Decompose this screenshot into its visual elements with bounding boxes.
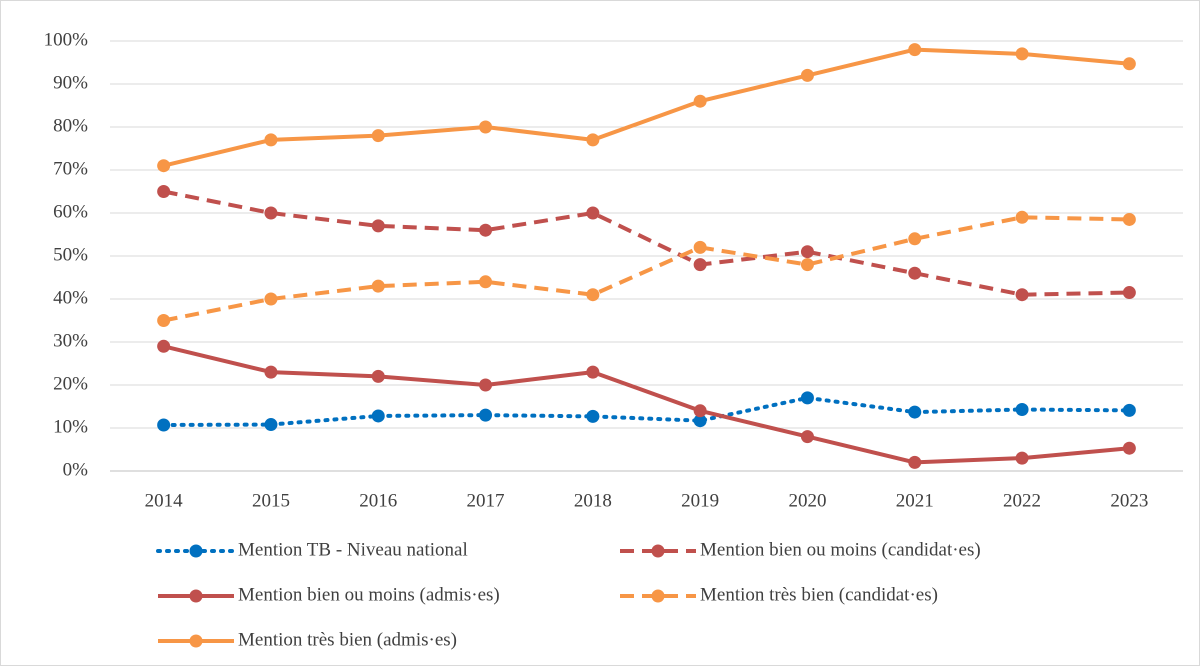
series-marker — [157, 185, 171, 198]
series-marker — [371, 409, 385, 423]
series-marker — [693, 258, 707, 272]
x-tick-label: 2015 — [252, 490, 290, 511]
y-tick-label: 10% — [53, 416, 88, 437]
series-marker — [693, 404, 707, 418]
series-marker — [264, 292, 278, 306]
legend-label: Mention très bien (candidat·es) — [700, 584, 938, 605]
series-marker — [264, 365, 278, 379]
series-marker — [371, 219, 385, 233]
series-marker — [908, 232, 922, 246]
series-marker — [586, 288, 600, 302]
series-marker — [479, 275, 493, 289]
series-marker — [586, 133, 600, 147]
series-marker — [1015, 47, 1029, 61]
series-marker — [1122, 403, 1136, 417]
series-marker — [479, 120, 493, 134]
series-marker — [693, 94, 707, 108]
series-marker — [371, 279, 385, 293]
series-marker — [479, 408, 493, 422]
series-marker — [157, 314, 171, 327]
series-marker — [1122, 441, 1136, 455]
series-marker — [1015, 403, 1029, 417]
series-marker — [264, 418, 278, 432]
series-line — [163, 47, 1130, 168]
y-tick-label: 20% — [53, 373, 88, 394]
x-tick-label: 2018 — [574, 490, 612, 511]
x-tick-label: 2016 — [359, 490, 397, 511]
series-marker — [693, 240, 707, 254]
series-marker — [586, 409, 600, 423]
y-tick-label: 100% — [44, 29, 89, 50]
y-tick-label: 40% — [53, 287, 88, 308]
y-tick-label: 90% — [53, 72, 88, 93]
legend-marker — [651, 589, 665, 603]
legend-marker — [189, 589, 203, 603]
series-marker — [1015, 210, 1029, 224]
series-marker — [586, 365, 600, 379]
series-marker — [800, 68, 814, 82]
legend-label: Mention très bien (admis·es) — [238, 629, 457, 650]
series-marker — [800, 430, 814, 444]
series-marker — [800, 391, 814, 405]
y-tick-label: 80% — [53, 115, 88, 136]
y-tick-label: 70% — [53, 158, 88, 179]
series-line — [161, 395, 1132, 427]
legend-label: Mention TB - Niveau national — [238, 539, 468, 560]
x-tick-label: 2017 — [467, 490, 505, 511]
y-tick-label: 60% — [53, 201, 88, 222]
x-tick-label: 2014 — [145, 490, 184, 511]
series-marker — [1122, 57, 1136, 71]
legend-marker — [189, 544, 203, 558]
series-marker — [157, 159, 171, 173]
series-marker — [371, 129, 385, 143]
series-marker — [908, 43, 922, 57]
x-tick-label: 2020 — [788, 490, 826, 511]
series-line — [163, 215, 1130, 323]
x-tick-label: 2019 — [681, 490, 719, 511]
x-tick-label: 2023 — [1110, 490, 1148, 511]
series-marker — [1122, 286, 1136, 300]
series-marker — [586, 206, 600, 220]
series-line — [163, 189, 1130, 297]
series-marker — [908, 266, 922, 280]
series-marker — [479, 378, 493, 392]
y-tick-label: 0% — [63, 459, 89, 480]
series-marker — [264, 206, 278, 220]
series-marker — [800, 258, 814, 272]
legend-label: Mention bien ou moins (candidat·es) — [700, 539, 981, 560]
legend-marker — [189, 634, 203, 648]
series-marker — [1015, 288, 1029, 302]
series-marker — [908, 405, 922, 419]
legend-label: Mention bien ou moins (admis·es) — [238, 584, 500, 605]
y-tick-label: 30% — [53, 330, 88, 351]
series-marker — [693, 414, 707, 428]
series-marker — [1122, 212, 1136, 226]
y-tick-label: 50% — [53, 244, 88, 265]
series-marker — [264, 133, 278, 147]
series-marker — [800, 245, 814, 259]
series-line — [163, 344, 1130, 465]
series-marker — [371, 369, 385, 383]
series-marker — [908, 455, 922, 469]
series-marker — [1015, 451, 1029, 465]
x-tick-label: 2022 — [1003, 490, 1041, 511]
x-tick-label: 2021 — [896, 490, 934, 511]
series-marker — [479, 223, 493, 237]
series-marker — [157, 418, 171, 432]
legend-marker — [651, 544, 665, 558]
series-marker — [157, 339, 171, 353]
